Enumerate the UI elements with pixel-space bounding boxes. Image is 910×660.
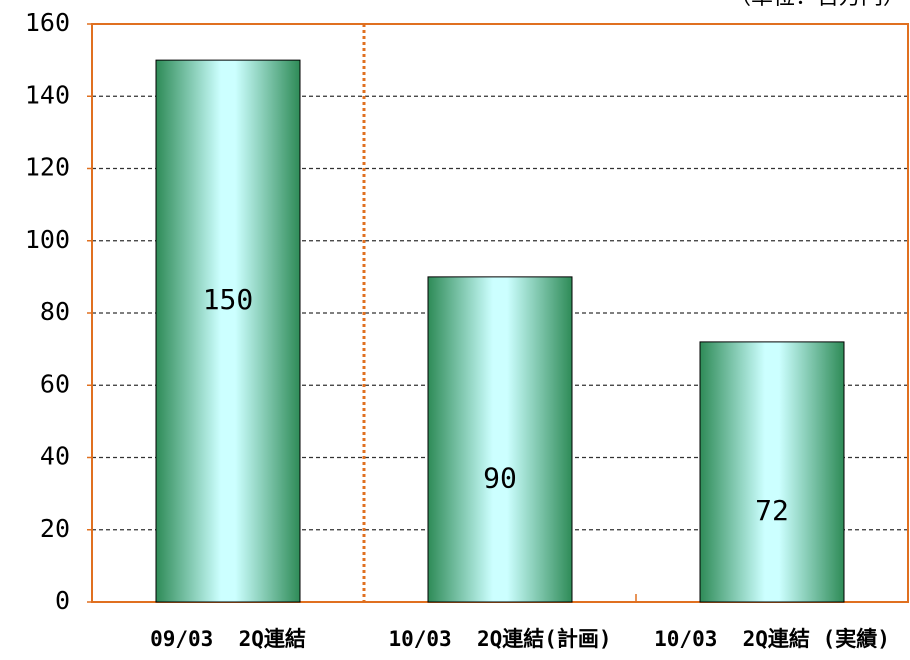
chart: （単位：百万円） 0 20 40 60 80 100 120 140 160 09/03 2Q連結…	[0, 0, 910, 660]
bar	[700, 342, 844, 602]
x-tick-label: 10/03 2Q連結(計画)	[388, 627, 611, 651]
y-tick-label: 140	[25, 80, 70, 109]
y-tick-label: 20	[40, 514, 70, 543]
y-tick-label: 0	[55, 586, 70, 615]
bar	[156, 60, 300, 602]
data-label: 90	[483, 461, 517, 494]
y-tick-label: 100	[25, 225, 70, 254]
x-tick-label: 09/03 2Q連結	[150, 627, 306, 651]
data-label: 150	[203, 283, 254, 316]
data-label: 72	[755, 494, 789, 527]
y-tick-label: 160	[25, 8, 70, 37]
y-tick-label: 40	[40, 442, 70, 471]
unit-note: （単位：百万円）	[729, 0, 905, 10]
bar	[428, 277, 572, 602]
x-tick-label: 10/03 2Q連結 (実績)	[654, 627, 890, 651]
y-tick-label: 60	[40, 369, 70, 398]
y-tick-label: 120	[25, 153, 70, 182]
y-tick-label: 80	[40, 297, 70, 326]
